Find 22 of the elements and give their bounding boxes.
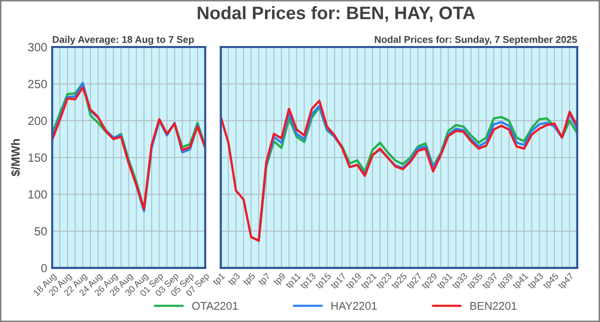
chart-title: Nodal Prices for: BEN, HAY, OTA xyxy=(198,6,475,22)
x-tick-label: tp7 xyxy=(258,272,272,287)
y-tick-label: 200 xyxy=(28,116,47,126)
x-tick-label: tp5 xyxy=(242,272,257,287)
y-tick-label: 50 xyxy=(34,227,47,236)
x-tick-label: tp1 xyxy=(212,272,226,287)
chart-subtitle: Nodal Prices for: Sunday, 7 September 2025 xyxy=(374,36,577,45)
x-tick-label: tp3 xyxy=(227,272,242,287)
y-tick-label: 300 xyxy=(28,43,47,52)
chart-subtitle: Daily Average: 18 Aug to 7 Sep xyxy=(52,36,194,45)
y-tick-label: 250 xyxy=(28,80,47,88)
legend-label: BEN2201 xyxy=(470,302,517,310)
x-tick-label: tp41 xyxy=(512,272,530,290)
legend-label: HAY2201 xyxy=(331,302,377,310)
y-tick-label: 150 xyxy=(28,153,47,162)
x-tick-label: tp11 xyxy=(285,272,302,290)
y-tick-label: 100 xyxy=(28,190,47,199)
x-tick-label: tp31 xyxy=(436,272,454,290)
legend-label: OTA2201 xyxy=(192,302,238,310)
y-tick-label: 0 xyxy=(41,264,47,272)
x-tick-label: tp9 xyxy=(272,272,288,287)
y-axis-title: $/MWh xyxy=(10,139,21,176)
